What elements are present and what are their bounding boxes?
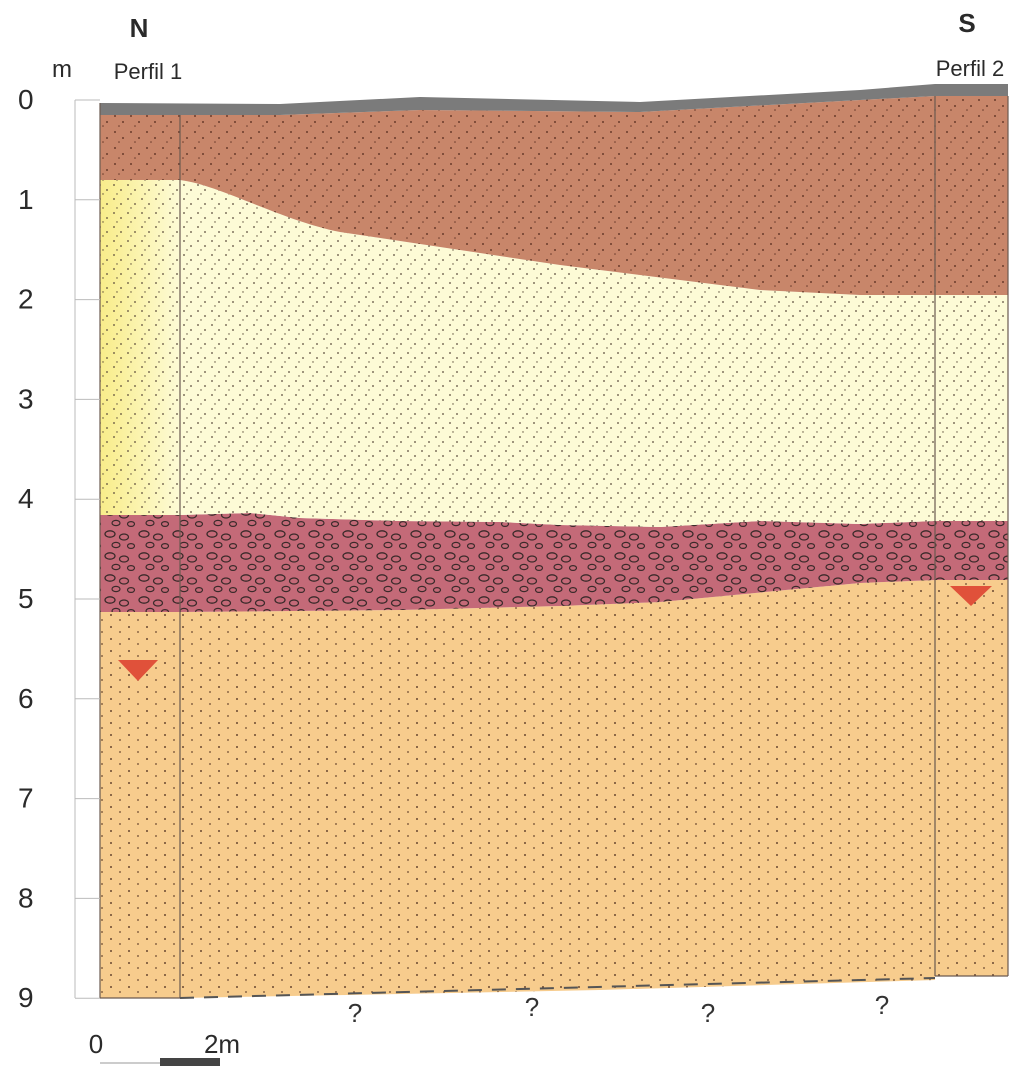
depth-tick-label: 0 [18, 84, 34, 115]
scale-bar: 0 2m [89, 1029, 240, 1066]
depth-tick-label: 6 [18, 683, 34, 714]
north-label: N [130, 13, 149, 43]
dashed-base-line [179, 977, 936, 999]
depth-tick-label: 7 [18, 783, 34, 814]
water-table-marker-profile-1 [118, 660, 158, 681]
depth-tick-label: 8 [18, 882, 34, 913]
layer-orange-sand-texture [100, 580, 1008, 998]
scale-start-label: 0 [89, 1029, 103, 1059]
south-label: S [958, 8, 975, 38]
profile-2-label: Perfil 2 [936, 56, 1004, 81]
depth-tick-label: 9 [18, 982, 34, 1013]
depth-tick-label: 3 [18, 383, 34, 414]
depth-tick-label: 2 [18, 284, 34, 315]
depth-tick-label: 1 [18, 184, 34, 215]
layer-surface [100, 84, 1008, 115]
unknown-marker-4: ? [875, 990, 889, 1020]
depth-axis-ticks: 0 1 2 3 4 5 6 7 8 9 [18, 84, 100, 1013]
profile-1-label: Perfil 1 [114, 59, 182, 84]
unknown-marker-1: ? [348, 998, 362, 1028]
layer-gravel-texture [100, 513, 1008, 612]
depth-tick-label: 5 [18, 583, 34, 614]
depth-tick-label: 4 [18, 483, 34, 514]
depth-unit-label: m [52, 56, 72, 83]
layer-pale-sand-texture [100, 180, 1008, 527]
scale-end-label: 2m [204, 1029, 240, 1059]
layer-brown-soil-texture [100, 96, 1008, 295]
unknown-marker-2: ? [525, 992, 539, 1022]
unknown-marker-3: ? [701, 998, 715, 1028]
water-table-marker-profile-2 [950, 586, 992, 606]
